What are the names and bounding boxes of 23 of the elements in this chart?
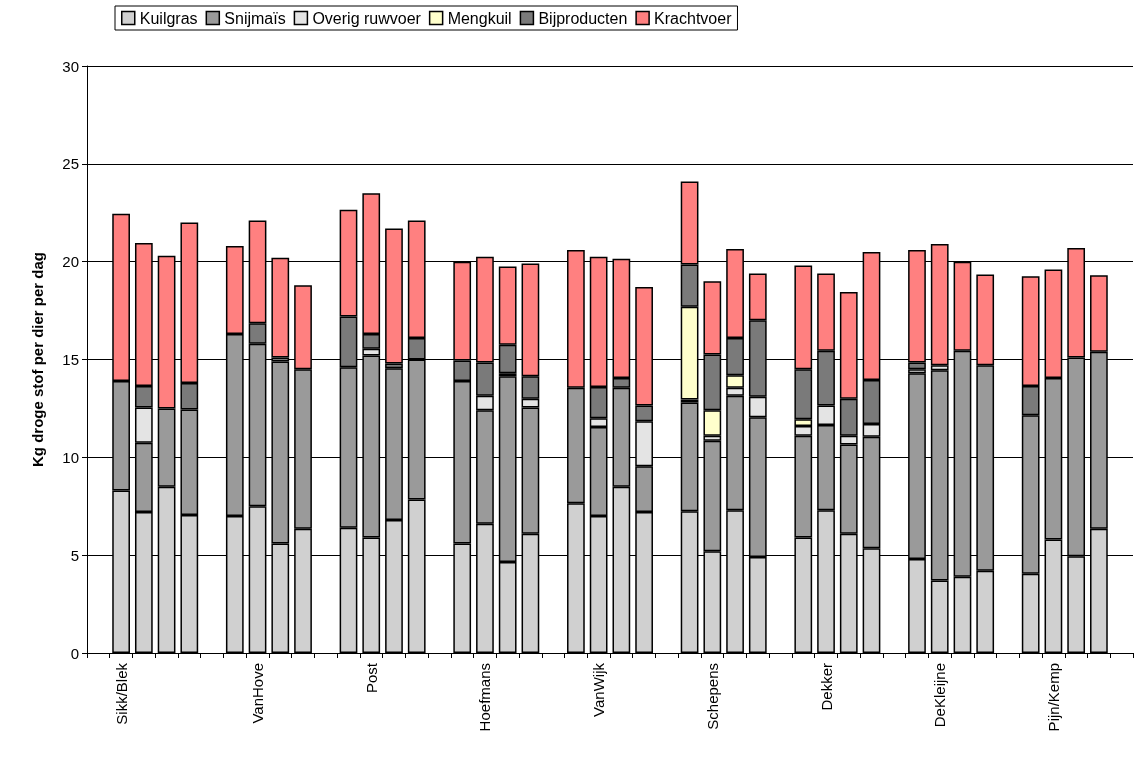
- x-tick-label: Schepens: [703, 663, 721, 730]
- legend-label: Kuilgras: [139, 9, 198, 27]
- x-tick-label: VanHove: [249, 663, 267, 724]
- y-tick-label: 10: [62, 448, 79, 466]
- y-tick-label: 25: [62, 155, 79, 173]
- legend-label: Snijmaïs: [224, 9, 286, 27]
- legend-label: Bijproducten: [538, 9, 628, 27]
- x-tick-label: VanWijk: [590, 662, 608, 717]
- y-tick-label: 15: [62, 351, 79, 368]
- x-tick-label: Sikk/Blek: [112, 662, 130, 725]
- x-tick-label: DeKleijne: [931, 663, 949, 728]
- y-tick-label: 20: [62, 253, 79, 271]
- x-tick-label: Pijn/Kemp: [1044, 663, 1062, 732]
- legend-label: Krachtvoer: [654, 9, 733, 27]
- y-tick-label: 0: [70, 644, 79, 662]
- y-tick-label: 30: [62, 57, 79, 75]
- x-tick-label: Hoefmans: [476, 663, 494, 732]
- x-tick-label: Post: [362, 662, 380, 694]
- y-tick-label: 5: [70, 546, 79, 564]
- x-tick-label: Dekker: [817, 663, 835, 711]
- y-axis-title: Kg droge stof per dier per dag: [29, 251, 46, 468]
- legend-label: Mengkuil: [447, 9, 512, 27]
- legend-label: Overig ruwvoer: [312, 9, 422, 27]
